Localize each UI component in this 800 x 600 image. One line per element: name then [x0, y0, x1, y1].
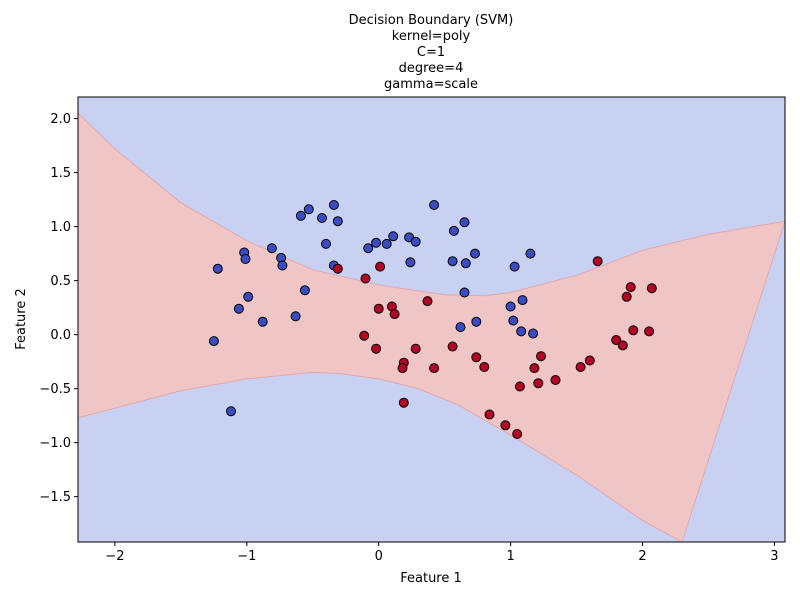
- data-point-class-1: [373, 303, 384, 314]
- data-point-class-1: [410, 343, 421, 354]
- data-point-class-1: [514, 381, 525, 392]
- data-point-class-0: [295, 210, 306, 221]
- data-point-class-0: [516, 326, 527, 337]
- x-tick-label: −2: [105, 549, 124, 564]
- data-point-class-0: [332, 216, 343, 227]
- data-point-class-0: [277, 260, 288, 271]
- data-point-class-1: [500, 420, 511, 431]
- data-point-class-1: [529, 363, 540, 374]
- x-tick-label: 1: [507, 549, 515, 564]
- data-point-class-1: [371, 343, 382, 354]
- data-point-class-0: [405, 257, 416, 268]
- data-point-class-0: [299, 285, 310, 296]
- data-point-class-1: [422, 296, 433, 307]
- x-tick-label: 3: [770, 549, 778, 564]
- data-point-class-0: [505, 301, 516, 312]
- data-point-class-0: [528, 328, 539, 339]
- title-line-3: C=1: [416, 45, 446, 60]
- data-point-class-0: [328, 200, 339, 210]
- data-point-class-0: [363, 243, 374, 254]
- data-point-class-0: [509, 261, 520, 272]
- data-point-class-1: [332, 263, 343, 274]
- data-point-class-1: [375, 261, 386, 272]
- data-point-class-1: [592, 256, 603, 267]
- data-point-class-1: [389, 309, 400, 320]
- data-point-class-1: [359, 330, 370, 341]
- data-point-class-0: [448, 225, 459, 236]
- data-point-class-0: [455, 322, 466, 333]
- data-point-class-0: [459, 287, 470, 298]
- data-point-class-0: [240, 254, 251, 264]
- data-point-class-0: [212, 263, 223, 274]
- data-point-class-0: [517, 295, 528, 306]
- x-axis-label: Feature 1: [400, 571, 462, 586]
- title-line-2: kernel=poly: [391, 29, 471, 44]
- data-point-class-1: [533, 378, 544, 389]
- data-point-class-0: [447, 256, 458, 267]
- title-line-4: degree=4: [398, 61, 464, 76]
- data-point-class-0: [460, 258, 471, 269]
- x-tick-label: 2: [638, 549, 646, 564]
- data-point-class-1: [625, 282, 636, 293]
- data-point-class-1: [584, 355, 595, 366]
- y-tick-label: −0.5: [39, 382, 71, 397]
- y-tick-label: 0.5: [50, 274, 71, 289]
- data-point-class-1: [621, 291, 632, 302]
- data-point-class-0: [388, 231, 399, 242]
- data-point-class-1: [398, 397, 409, 408]
- data-points: [208, 200, 657, 439]
- data-point-class-0: [257, 316, 268, 327]
- title-line-5: gamma=scale: [384, 77, 478, 92]
- data-point-class-0: [208, 336, 219, 347]
- data-point-class-1: [360, 273, 371, 284]
- data-point-class-1: [646, 283, 657, 294]
- y-tick-label: 1.5: [50, 166, 71, 181]
- data-point-class-0: [459, 217, 470, 228]
- y-tick-label: −1.0: [39, 436, 71, 451]
- data-point-class-0: [471, 316, 482, 327]
- decision-regions: [78, 97, 785, 542]
- data-point-class-0: [429, 200, 440, 210]
- class1-region: [78, 112, 785, 542]
- data-point-class-1: [644, 326, 655, 337]
- data-point-class-1: [512, 429, 523, 439]
- data-point-class-0: [317, 213, 327, 223]
- data-point-class-1: [611, 335, 622, 345]
- data-point-class-0: [243, 291, 254, 302]
- data-point-class-1: [471, 352, 482, 363]
- data-point-class-1: [536, 351, 546, 362]
- data-point-class-0: [303, 204, 314, 215]
- y-tick-label: 1.0: [50, 220, 71, 235]
- y-axis-label: Feature 2: [14, 288, 29, 350]
- data-point-class-0: [371, 237, 382, 248]
- data-point-class-0: [470, 248, 480, 259]
- data-point-class-0: [525, 248, 536, 259]
- x-tick-label: −1: [237, 549, 256, 564]
- y-tick-label: 2.0: [50, 112, 71, 127]
- data-point-class-0: [226, 406, 236, 417]
- data-point-class-1: [397, 363, 408, 374]
- data-point-class-0: [290, 311, 301, 322]
- data-point-class-1: [484, 409, 495, 420]
- y-tick-label: 0.0: [50, 328, 71, 343]
- data-point-class-1: [479, 362, 490, 372]
- axes: −2 −1 0 1 2 3 −1.5 −1.0 −0.5 0.0 0.5 1.0 1.5 2.0: [39, 96, 786, 564]
- title-line-1: Decision Boundary (SVM): [348, 13, 514, 28]
- data-point-class-1: [447, 341, 458, 352]
- data-point-class-0: [508, 315, 519, 326]
- data-point-class-0: [233, 303, 244, 314]
- data-point-class-1: [429, 363, 440, 374]
- data-point-class-0: [410, 236, 421, 247]
- data-point-class-1: [628, 325, 639, 336]
- data-point-class-0: [266, 243, 277, 254]
- data-point-class-1: [550, 375, 561, 385]
- data-point-class-0: [321, 238, 331, 249]
- data-point-class-0: [381, 238, 392, 249]
- data-point-class-1: [617, 340, 628, 351]
- y-tick-label: −1.5: [39, 490, 71, 505]
- data-point-class-1: [575, 362, 586, 372]
- plot-frame: [77, 96, 786, 543]
- x-tick-label: 0: [375, 549, 383, 564]
